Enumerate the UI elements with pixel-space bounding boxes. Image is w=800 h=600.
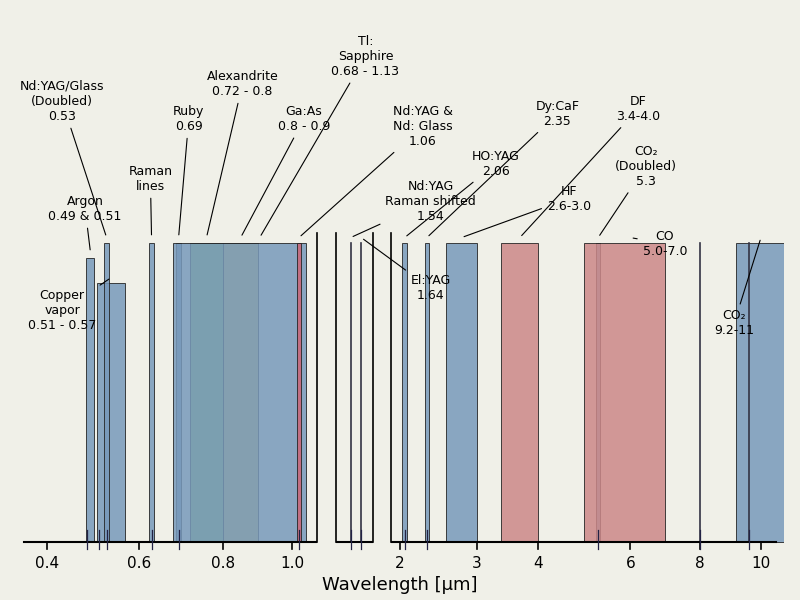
Bar [317,227,335,547]
Bar [402,242,407,542]
Text: HO:YAG
2.06: HO:YAG 2.06 [406,150,520,236]
Text: 0.4: 0.4 [34,556,58,571]
Text: Nd:YAG
Raman shifted
1.54: Nd:YAG Raman shifted 1.54 [353,179,476,236]
Text: Dy:CaF
2.35: Dy:CaF 2.35 [429,100,579,236]
Text: 1.0: 1.0 [281,556,305,571]
Text: CO₂
(Doubled)
5.3: CO₂ (Doubled) 5.3 [600,145,677,235]
Text: 10: 10 [751,556,770,571]
Text: 4: 4 [534,556,543,571]
Text: 3: 3 [472,556,482,571]
Bar [104,242,109,542]
Text: Copper
vapor
0.51 - 0.57: Copper vapor 0.51 - 0.57 [28,279,109,332]
Bar [173,242,306,542]
Text: DF
3.4-4.0: DF 3.4-4.0 [522,95,660,236]
Bar [176,242,181,542]
Text: Ga:As
0.8 - 0.9: Ga:As 0.8 - 0.9 [242,105,330,235]
Bar [98,283,125,542]
Bar [86,257,94,542]
Text: 6: 6 [626,556,635,571]
Bar [736,242,792,542]
Bar [584,242,665,542]
Bar [223,242,258,542]
Text: Tl:
Sapphire
0.68 - 1.13: Tl: Sapphire 0.68 - 1.13 [261,35,399,235]
Bar [425,242,429,542]
Text: El:YAG
1.64: El:YAG 1.64 [363,239,451,302]
Text: Alexandrite
0.72 - 0.8: Alexandrite 0.72 - 0.8 [206,70,278,235]
Text: 0.6: 0.6 [126,556,151,571]
Bar [150,242,154,542]
Text: 2: 2 [395,556,405,571]
Bar [373,227,391,547]
Text: Nd:YAG &
Nd: Glass
1.06: Nd:YAG & Nd: Glass 1.06 [301,105,453,236]
Bar [446,242,477,542]
Text: Nd:YAG/Glass
(Doubled)
0.53: Nd:YAG/Glass (Doubled) 0.53 [20,80,106,235]
Bar [596,242,601,542]
Bar [190,242,223,542]
Text: Ruby
0.69: Ruby 0.69 [173,105,205,235]
Bar [297,242,302,542]
Bar [502,242,538,542]
Text: CO
5.0-7.0: CO 5.0-7.0 [633,230,687,257]
Text: HF
2.6-3.0: HF 2.6-3.0 [464,185,591,236]
Text: Argon
0.49 & 0.51: Argon 0.49 & 0.51 [49,194,122,250]
Text: Raman
lines: Raman lines [128,164,172,235]
Text: 8: 8 [694,556,704,571]
Text: CO₂
9.2-11: CO₂ 9.2-11 [714,240,760,337]
Text: Wavelength [μm]: Wavelength [μm] [322,576,478,594]
Text: 0.8: 0.8 [211,556,235,571]
